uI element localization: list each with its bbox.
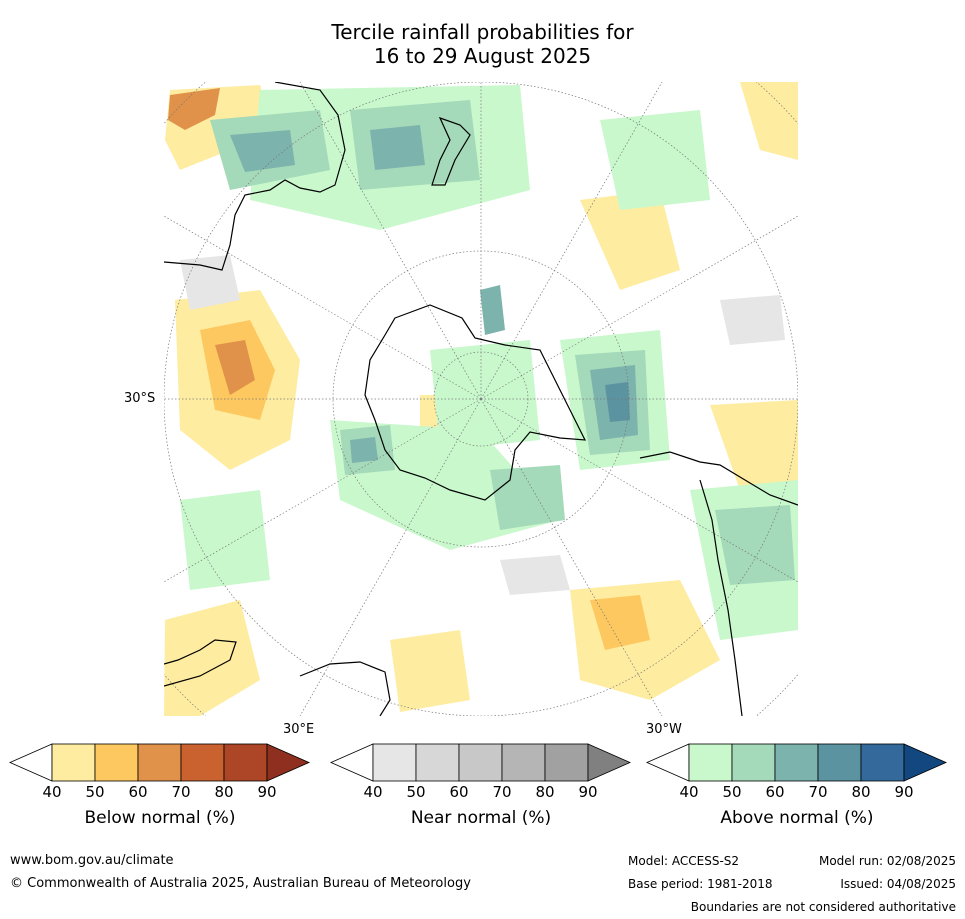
above-normal-region — [230, 130, 295, 172]
colorbar-tick-label: 40 — [679, 783, 699, 801]
colorbars — [9, 743, 947, 782]
coastlines — [164, 82, 798, 716]
title-line-1: Tercile rainfall probabilities for — [331, 20, 634, 44]
issued-text: Issued: 04/08/2025 — [840, 877, 956, 891]
model-run-text: Model run: 02/08/2025 — [818, 854, 956, 868]
colorbar-below-segment — [51, 743, 96, 782]
disclaimer-text: Boundaries are not considered authoritat… — [690, 900, 956, 914]
australia-coastline — [164, 639, 237, 687]
africa-coastline — [164, 82, 346, 271]
below-normal-region — [164, 600, 260, 716]
colorbar-below-segment — [223, 743, 268, 782]
colorbar-below-extend-high — [266, 743, 310, 782]
colorbar-near-extend-high — [587, 743, 631, 782]
colorbar-tick-label: 70 — [808, 783, 828, 801]
near-normal-region — [500, 555, 570, 595]
colorbar-below-segment — [94, 743, 139, 782]
above-normal-region — [600, 110, 710, 210]
below-normal-region — [740, 82, 798, 160]
colorbar-tick-label: 80 — [214, 783, 234, 801]
colorbar-tick-label: 70 — [492, 783, 512, 801]
colorbar-near-segment — [501, 743, 546, 782]
colorbar-above-segment — [817, 743, 862, 782]
below-normal-region — [710, 400, 798, 500]
colorbar-title-below: Below normal (%) — [84, 808, 236, 828]
colorbar-tick-label: 90 — [894, 783, 914, 801]
colorbar-near-segment — [458, 743, 503, 782]
colorbar-tick-label: 50 — [722, 783, 742, 801]
colorbar-above-segment — [860, 743, 905, 782]
colorbar-tick-label: 80 — [535, 783, 555, 801]
above-normal-region — [605, 382, 630, 422]
colorbar-tick-label: 70 — [171, 783, 191, 801]
longitude-label-west: 30°W — [646, 722, 682, 737]
colorbar-above-segment — [774, 743, 819, 782]
colorbar-tick-label: 90 — [578, 783, 598, 801]
below-normal-region — [215, 340, 255, 395]
colorbar-near-segment — [415, 743, 460, 782]
colorbar-tick-label: 50 — [406, 783, 426, 801]
copyright-text: © Commonwealth of Australia 2025, Austra… — [10, 876, 471, 891]
colorbar-below-extend-low — [9, 743, 53, 782]
chart-title: Tercile rainfall probabilities for 16 to… — [0, 20, 965, 68]
colorbar-near-segment — [372, 743, 417, 782]
above-normal-region — [370, 125, 425, 170]
south-america-coastline — [639, 451, 798, 506]
map-field — [164, 82, 798, 716]
colorbar-above-segment — [731, 743, 776, 782]
colorbar-below-segment — [137, 743, 182, 782]
south-america-coastline-2 — [699, 479, 743, 716]
colorbar-near-segment — [544, 743, 589, 782]
below-normal-region — [590, 595, 650, 650]
near-normal-region — [180, 255, 240, 310]
colorbar-title-near: Near normal (%) — [410, 808, 552, 828]
colorbar-above-extend-high — [903, 743, 947, 782]
colorbar-tick-label: 60 — [449, 783, 469, 801]
below-normal-region — [580, 190, 680, 290]
colorbar-above-segment — [688, 743, 733, 782]
colorbar-tick-label: 60 — [128, 783, 148, 801]
base-period-text: Base period: 1981-2018 — [628, 877, 773, 891]
colorbar-tick-label: 50 — [85, 783, 105, 801]
model-text: Model: ACCESS-S2 — [628, 854, 740, 868]
australia-coastline-2 — [299, 661, 391, 716]
website-link[interactable]: www.bom.gov.au/climate — [10, 853, 174, 868]
above-normal-region — [480, 285, 505, 335]
above-normal-region — [350, 437, 378, 463]
colorbar-tick-label: 60 — [765, 783, 785, 801]
latitude-label: 30°S — [124, 391, 156, 406]
above-normal-region — [430, 340, 540, 450]
colorbar-tick-label: 90 — [257, 783, 277, 801]
below-normal-region — [390, 630, 470, 712]
below-normal-region — [168, 88, 220, 130]
graticule — [164, 82, 798, 716]
new-zealand-coastline — [431, 116, 471, 186]
colorbar-tick-label: 80 — [851, 783, 871, 801]
antarctica-coastline — [364, 304, 587, 501]
colorbar-tick-label: 40 — [42, 783, 62, 801]
above-normal-region — [490, 465, 565, 530]
above-normal-region — [715, 505, 795, 585]
near-normal-region — [720, 295, 785, 345]
colorbar-below-segment — [180, 743, 225, 782]
colorbar-title-above: Above normal (%) — [720, 808, 874, 828]
longitude-label-east: 30°E — [283, 722, 315, 737]
colorbar-tick-label: 40 — [363, 783, 383, 801]
title-line-2: 16 to 29 August 2025 — [373, 44, 592, 68]
colorbar-near-extend-low — [330, 743, 374, 782]
colorbar-above-extend-low — [646, 743, 690, 782]
above-normal-region — [180, 490, 270, 590]
